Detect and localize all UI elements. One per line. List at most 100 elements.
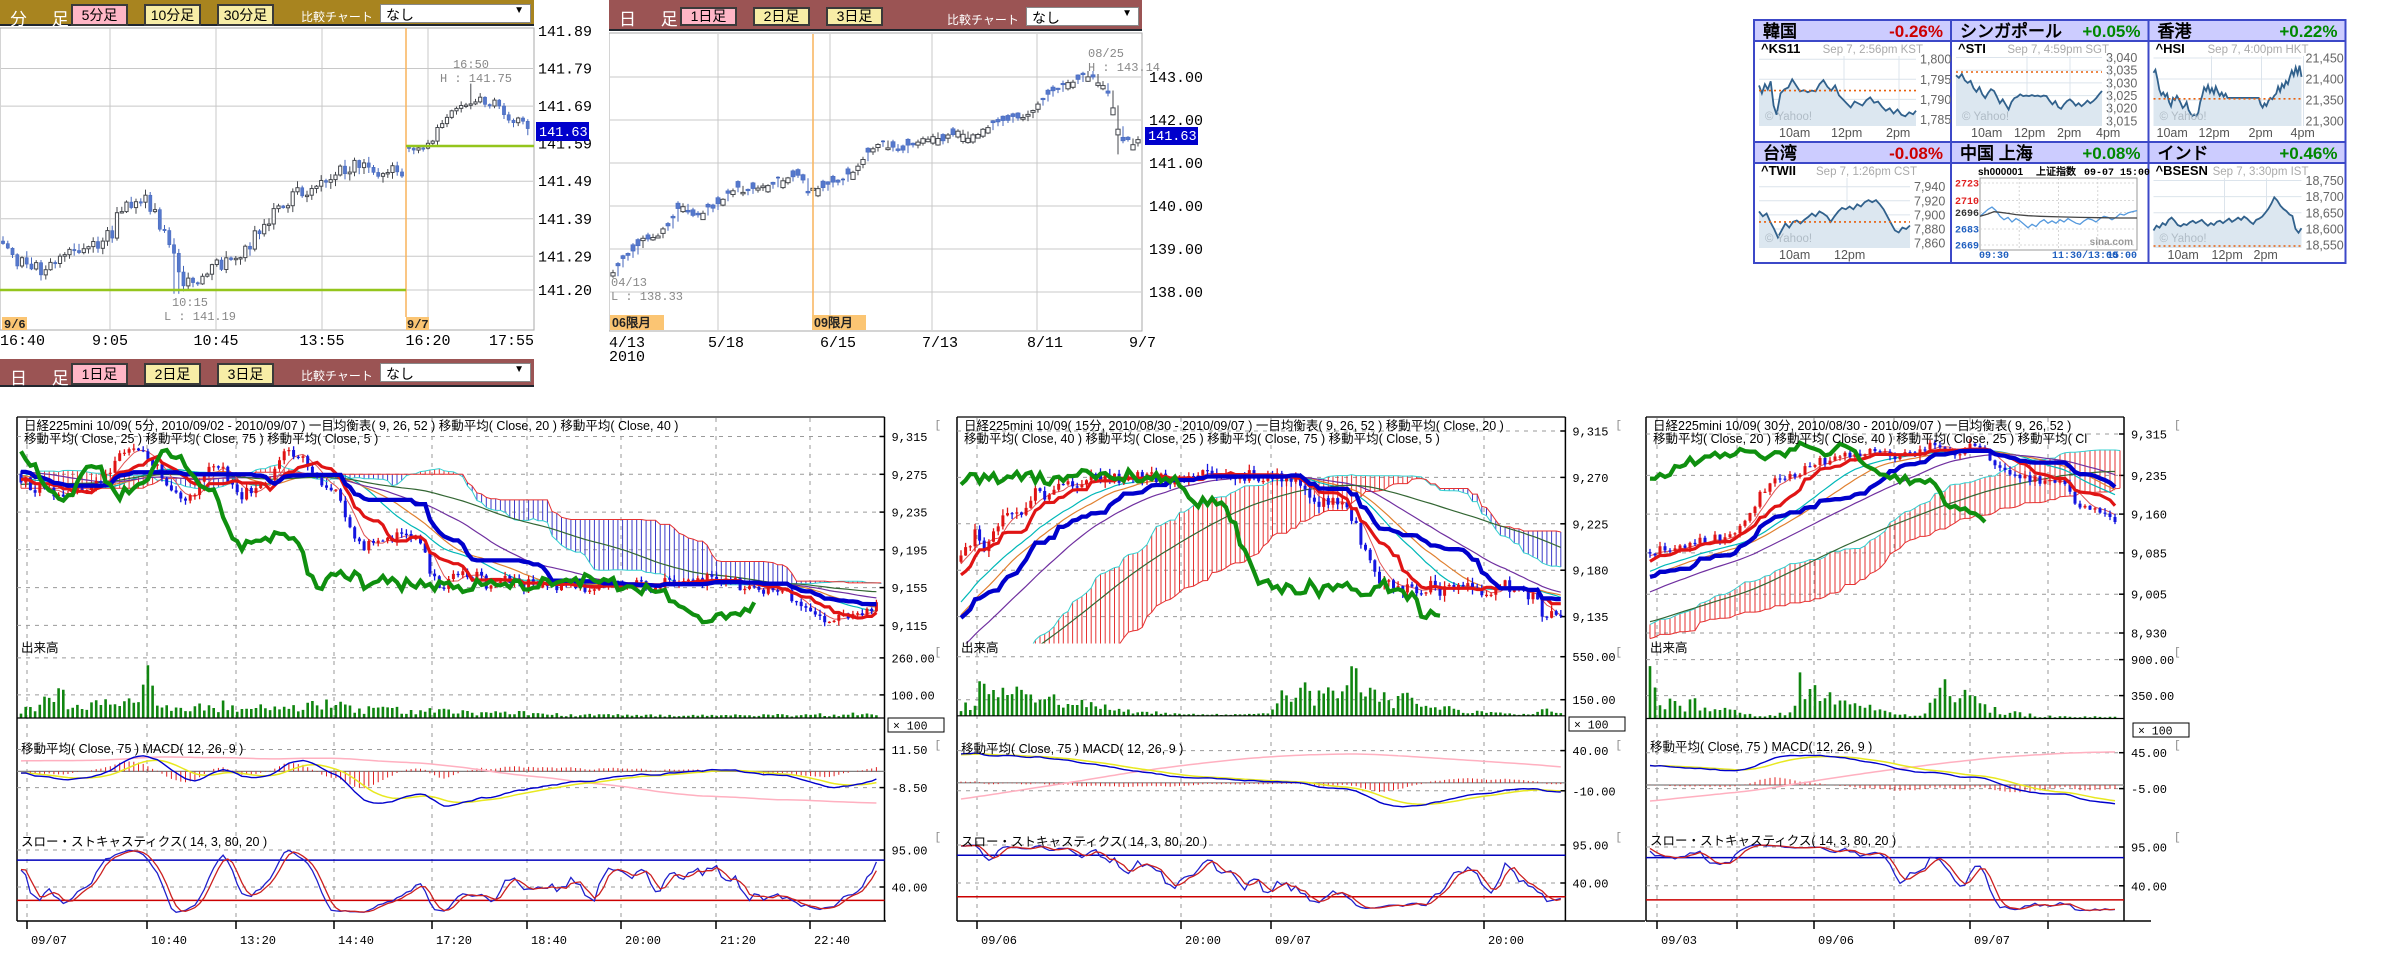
svg-text:10:45: 10:45 bbox=[193, 333, 238, 350]
svg-text:40.00: 40.00 bbox=[1572, 745, 1608, 759]
svg-text:12pm: 12pm bbox=[2014, 126, 2045, 140]
svg-text:4pm: 4pm bbox=[2096, 126, 2120, 140]
svg-text:[: [ bbox=[935, 420, 942, 432]
svg-text:3,035: 3,035 bbox=[2106, 64, 2137, 78]
svg-text:台湾: 台湾 bbox=[1763, 143, 1797, 163]
svg-text:10:40: 10:40 bbox=[151, 934, 187, 948]
svg-text:9/7: 9/7 bbox=[1129, 335, 1156, 352]
svg-text:^KS11: ^KS11 bbox=[1761, 41, 1800, 56]
svg-text:09/03: 09/03 bbox=[1661, 934, 1697, 948]
svg-text:09/07: 09/07 bbox=[31, 934, 67, 948]
svg-text:9,135: 9,135 bbox=[1572, 611, 1608, 625]
svg-text:21,350: 21,350 bbox=[2306, 94, 2344, 108]
svg-text:2pm: 2pm bbox=[2057, 126, 2081, 140]
svg-text:[: [ bbox=[2174, 832, 2181, 844]
svg-text:× 100: × 100 bbox=[893, 721, 928, 734]
svg-text:10am: 10am bbox=[2168, 248, 2199, 262]
svg-text:2723: 2723 bbox=[1955, 180, 1979, 191]
svg-text:移動平均( Close, 75 ) MACD( 12,: 移動平均( Close, 75 ) MACD( 12, 26, 9 ) bbox=[21, 742, 243, 756]
svg-text:^BSESN: ^BSESN bbox=[2156, 163, 2208, 178]
svg-text:[: [ bbox=[2174, 647, 2181, 659]
svg-text:09:30: 09:30 bbox=[1979, 251, 2009, 262]
svg-text:9,160: 9,160 bbox=[2131, 509, 2167, 523]
svg-text:15:00: 15:00 bbox=[2107, 251, 2137, 262]
svg-text:Sep 7, 1:26pm CST: Sep 7, 1:26pm CST bbox=[1816, 166, 1917, 178]
svg-text:香港: 香港 bbox=[2158, 21, 2193, 41]
svg-text:7,900: 7,900 bbox=[1914, 208, 1945, 222]
svg-text:550.00: 550.00 bbox=[1572, 651, 1615, 665]
svg-text:18,600: 18,600 bbox=[2306, 222, 2344, 236]
svg-text:09/06: 09/06 bbox=[981, 934, 1017, 948]
svg-text:© Yahoo!: © Yahoo! bbox=[1765, 233, 1812, 245]
svg-text:[: [ bbox=[935, 832, 942, 844]
svg-text:3,040: 3,040 bbox=[2106, 51, 2137, 65]
svg-text:17:20: 17:20 bbox=[436, 934, 472, 948]
svg-text:143.00: 143.00 bbox=[1149, 70, 1203, 87]
svg-text:© Yahoo!: © Yahoo! bbox=[1962, 111, 2009, 123]
svg-text:10:15: 10:15 bbox=[172, 296, 208, 310]
svg-text:^STI: ^STI bbox=[1958, 41, 1986, 56]
svg-text:[: [ bbox=[1615, 832, 1622, 844]
svg-text:+0.08%: +0.08% bbox=[2082, 144, 2140, 163]
svg-text:6/15: 6/15 bbox=[820, 335, 856, 352]
svg-text:移動平均( Close, 20 ) 移動平均( Clos: 移動平均( Close, 20 ) 移動平均( Close, 40 ) 移動平均… bbox=[1653, 432, 2087, 446]
svg-text:Sep 7, 3:30pm IST: Sep 7, 3:30pm IST bbox=[2213, 166, 2309, 178]
svg-text:9,270: 9,270 bbox=[1572, 472, 1608, 486]
svg-text:150.00: 150.00 bbox=[1572, 694, 1615, 708]
svg-text:18,550: 18,550 bbox=[2306, 239, 2344, 253]
svg-text:1,790: 1,790 bbox=[1920, 93, 1951, 107]
svg-text:9,155: 9,155 bbox=[892, 582, 928, 596]
svg-text:9,235: 9,235 bbox=[892, 507, 928, 521]
svg-text:7/13: 7/13 bbox=[922, 335, 958, 352]
svg-text:インド: インド bbox=[2158, 144, 2209, 163]
svg-text:© Yahoo!: © Yahoo! bbox=[2160, 111, 2207, 123]
svg-text:[: [ bbox=[2174, 420, 2181, 432]
svg-text:9,235: 9,235 bbox=[2131, 470, 2167, 484]
svg-text:22:40: 22:40 bbox=[814, 934, 850, 948]
svg-text:+0.05%: +0.05% bbox=[2082, 22, 2140, 41]
svg-text:08/25: 08/25 bbox=[1088, 47, 1124, 61]
svg-text:16:40: 16:40 bbox=[0, 333, 45, 350]
svg-text:9,195: 9,195 bbox=[892, 544, 928, 558]
svg-text:140.00: 140.00 bbox=[1149, 199, 1203, 216]
svg-text:2pm: 2pm bbox=[1886, 126, 1910, 140]
svg-text:[: [ bbox=[935, 740, 942, 752]
svg-text:09限月: 09限月 bbox=[814, 315, 853, 330]
svg-text:+0.46%: +0.46% bbox=[2279, 144, 2337, 163]
svg-text:18:40: 18:40 bbox=[531, 934, 567, 948]
svg-text:2669: 2669 bbox=[1955, 242, 1979, 253]
svg-text:出来高: 出来高 bbox=[21, 640, 59, 655]
svg-text:13:20: 13:20 bbox=[240, 934, 276, 948]
svg-text:95.00: 95.00 bbox=[2131, 842, 2167, 856]
svg-text:141.39: 141.39 bbox=[538, 212, 592, 229]
svg-text:350.00: 350.00 bbox=[2131, 690, 2174, 704]
svg-text:10am: 10am bbox=[1779, 248, 1810, 262]
svg-text:11.50: 11.50 bbox=[892, 744, 928, 758]
svg-text:日経225mini 10/09( 30分, 2010/08/: 日経225mini 10/09( 30分, 2010/08/30 - 2010/… bbox=[1653, 419, 2071, 433]
svg-text:9,315: 9,315 bbox=[1572, 426, 1608, 440]
svg-text:4/13: 4/13 bbox=[609, 335, 645, 352]
svg-text:9,315: 9,315 bbox=[892, 431, 928, 445]
svg-text:21,400: 21,400 bbox=[2306, 73, 2344, 87]
svg-text:9,315: 9,315 bbox=[2131, 429, 2167, 443]
svg-text:出来高: 出来高 bbox=[1650, 640, 1688, 655]
svg-text:2pm: 2pm bbox=[2254, 248, 2278, 262]
svg-text:9/7: 9/7 bbox=[407, 318, 429, 332]
svg-text:[: [ bbox=[1615, 740, 1622, 752]
svg-text:^TWII: ^TWII bbox=[1761, 163, 1796, 178]
svg-text:3,025: 3,025 bbox=[2106, 89, 2137, 103]
svg-text:-5.00: -5.00 bbox=[2131, 783, 2167, 797]
svg-text:95.00: 95.00 bbox=[892, 845, 928, 859]
svg-text:7,920: 7,920 bbox=[1914, 194, 1945, 208]
svg-text:141.00: 141.00 bbox=[1149, 156, 1203, 173]
svg-text:移動平均( Close, 75 ) MACD( 12,: 移動平均( Close, 75 ) MACD( 12, 26, 9 ) bbox=[1650, 740, 1872, 754]
svg-text:韓国: 韓国 bbox=[1763, 21, 1797, 41]
svg-text:1,800: 1,800 bbox=[1920, 53, 1951, 67]
svg-text:21:20: 21:20 bbox=[720, 934, 756, 948]
svg-text:-0.08%: -0.08% bbox=[1889, 144, 1943, 163]
svg-text:^HSI: ^HSI bbox=[2156, 41, 2185, 56]
svg-text:移動平均( Close, 40 ) 移動平均( Clos: 移動平均( Close, 40 ) 移動平均( Close, 25 ) 移動平均… bbox=[964, 432, 1440, 446]
svg-text:Sep 7, 4:00pm HKT: Sep 7, 4:00pm HKT bbox=[2208, 44, 2309, 56]
svg-text:12pm: 12pm bbox=[2212, 248, 2243, 262]
svg-text:11:30/13:00: 11:30/13:00 bbox=[2052, 250, 2118, 262]
